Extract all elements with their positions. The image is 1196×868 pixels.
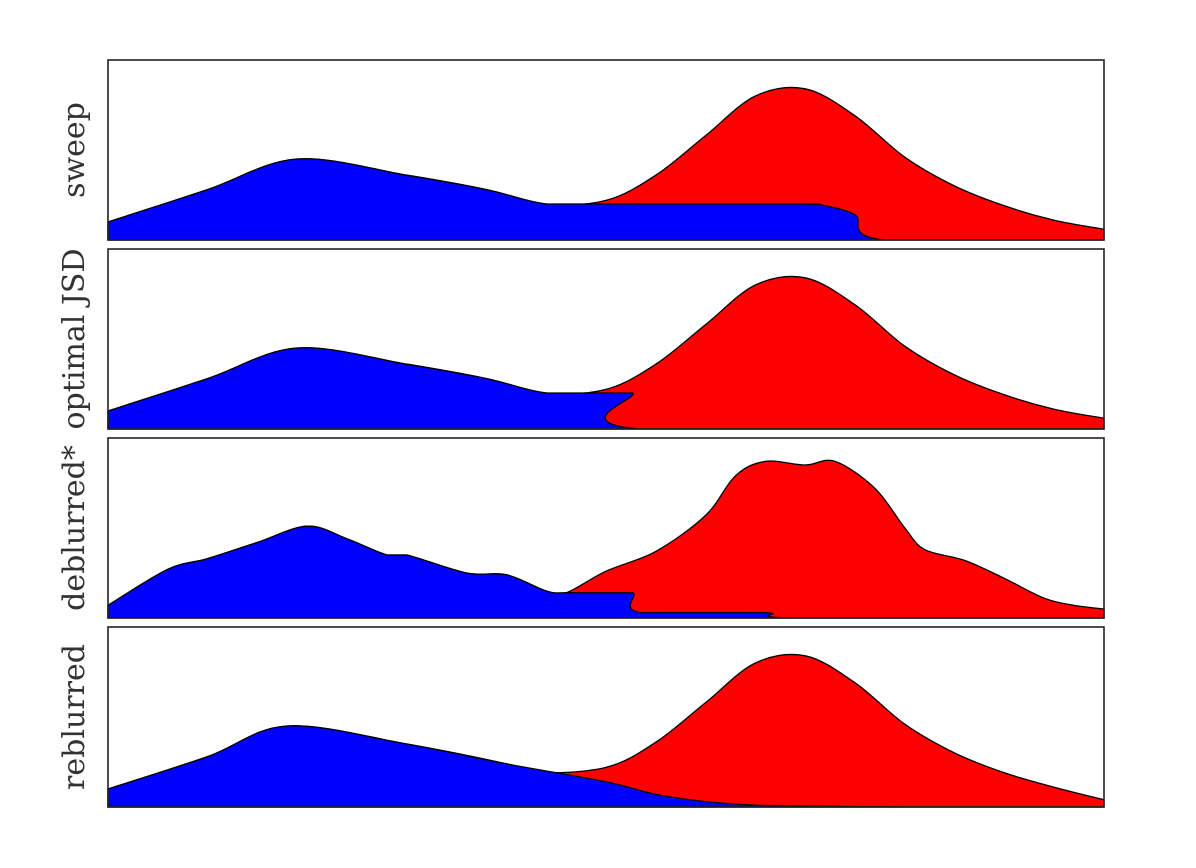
y-axis-label: optimal JSD [57,248,92,429]
panel-frame [107,626,1105,808]
panel-frame [107,59,1105,241]
panel-optimal-jsd: optimal JSD [57,248,1105,430]
panel-deblurred: deblurred* [57,437,1105,619]
y-axis-label: reblurred [57,644,92,790]
density-area-blue [107,525,1105,619]
y-axis-label: sweep [57,102,92,198]
panel-frame [107,248,1105,430]
density-area-blue [107,158,1105,241]
panel-sweep: sweep [57,59,1105,241]
y-axis-label: deblurred* [57,445,92,611]
panel-frame [107,437,1105,619]
panel-reblurred: reblurred [57,626,1105,808]
